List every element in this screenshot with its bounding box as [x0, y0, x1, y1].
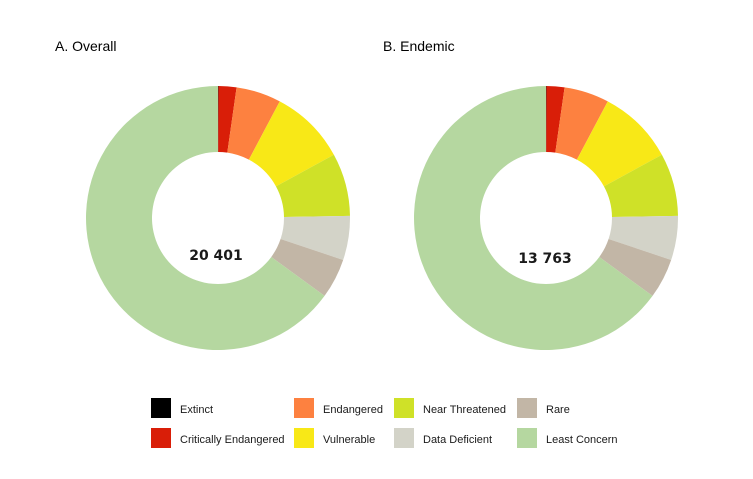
slice-overall-near-threatened [275, 154, 350, 217]
slice-overall-data-deficient [280, 215, 350, 260]
slice-endemic-endangered [555, 87, 608, 160]
slice-overall-critically-endangered [218, 86, 237, 153]
legend-swatch-vulnerable [294, 428, 314, 448]
donut-slices-endemic [413, 86, 678, 351]
legend-label-endangered: Endangered [323, 404, 383, 416]
slice-endemic-critically-endangered [546, 86, 565, 153]
legend-swatch-extinct [151, 398, 171, 418]
legend-swatch-rare [517, 398, 537, 418]
slice-overall-rare [271, 238, 344, 296]
slice-overall-vulnerable [248, 101, 334, 187]
donut-panel-endemic: B. Endemic 13 763 [383, 38, 678, 351]
legend-label-rare: Rare [546, 404, 570, 416]
total-label-endemic: 13 763 [518, 251, 572, 267]
legend-label-data-deficient: Data Deficient [423, 434, 492, 446]
legend-swatch-critically-endangered [151, 428, 171, 448]
total-label-overall: 20 401 [189, 248, 243, 264]
donut-panel-overall: A. Overall 20 401 [55, 38, 350, 350]
legend-swatch-endangered [294, 398, 314, 418]
slice-endemic-data-deficient [608, 215, 678, 260]
slice-endemic-rare [599, 238, 672, 296]
legend-label-least-concern: Least Concern [546, 434, 618, 446]
slice-endemic-near-threatened [603, 154, 678, 217]
panel-title-overall: A. Overall [55, 38, 116, 54]
legend: Extinct Endangered Near Threatened Rare … [151, 398, 618, 448]
legend-swatch-least-concern [517, 428, 537, 448]
donut-slices-overall [86, 86, 350, 350]
slice-endemic-vulnerable [576, 101, 662, 187]
legend-label-extinct: Extinct [180, 404, 213, 416]
legend-label-critically-endangered: Critically Endangered [180, 434, 285, 446]
panel-title-endemic: B. Endemic [383, 38, 455, 54]
legend-swatch-near-threatened [394, 398, 414, 418]
slice-endemic-least-concern [413, 86, 653, 351]
legend-label-near-threatened: Near Threatened [423, 404, 506, 416]
legend-label-vulnerable: Vulnerable [323, 434, 375, 446]
slice-overall-least-concern [86, 86, 325, 350]
legend-swatch-data-deficient [394, 428, 414, 448]
slice-overall-endangered [227, 87, 280, 160]
